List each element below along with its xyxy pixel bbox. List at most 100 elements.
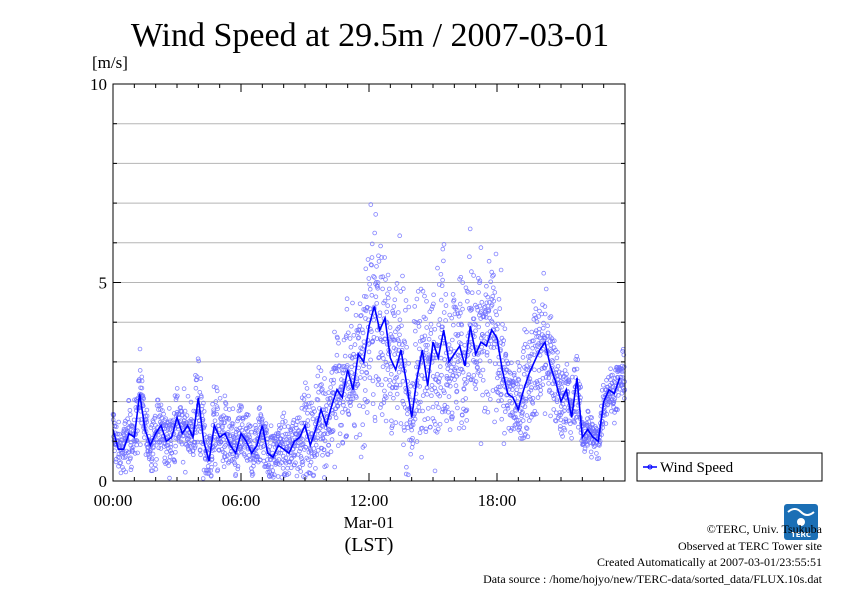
scatter-point xyxy=(266,464,271,470)
footer-copyright: ©TERC, Univ. Tsukuba xyxy=(707,522,823,536)
scatter-point xyxy=(115,431,120,437)
scatter-point xyxy=(541,320,546,326)
scatter-point xyxy=(161,411,166,417)
scatter-point xyxy=(263,421,269,426)
scatter-point xyxy=(547,315,553,321)
scatter-point xyxy=(379,382,385,388)
scatter-point xyxy=(336,340,341,346)
scatter-point xyxy=(148,425,154,430)
scatter-point xyxy=(492,419,497,425)
scatter-point xyxy=(526,358,532,364)
scatter-point xyxy=(312,409,317,414)
scatter-point xyxy=(388,371,394,377)
scatter-point xyxy=(406,361,411,366)
scatter-point xyxy=(439,283,445,289)
scatter-point xyxy=(293,460,298,466)
scatter-point xyxy=(383,277,388,282)
scatter-point xyxy=(332,366,338,372)
scatter-point xyxy=(306,393,311,399)
scatter-point xyxy=(456,322,461,327)
scatter-point xyxy=(586,419,592,425)
scatter-point xyxy=(585,409,591,415)
scatter-point xyxy=(298,454,304,459)
scatter-point xyxy=(382,336,388,342)
scatter-point xyxy=(241,415,246,421)
scatter-point xyxy=(529,385,534,390)
scatter-point xyxy=(398,289,404,294)
scatter-point xyxy=(396,341,402,347)
scatter-point xyxy=(298,469,304,474)
scatter-point xyxy=(532,367,537,373)
scatter-point xyxy=(305,423,311,428)
scatter-point xyxy=(468,308,473,313)
scatter-point xyxy=(375,285,381,291)
scatter-point xyxy=(111,412,117,417)
scatter-point xyxy=(139,385,145,391)
scatter-point xyxy=(531,338,536,344)
scatter-point xyxy=(576,409,582,414)
scatter-point xyxy=(226,417,232,422)
scatter-point xyxy=(416,324,422,329)
scatter-point xyxy=(315,397,321,403)
scatter-point xyxy=(564,361,570,367)
scatter-point xyxy=(574,409,579,415)
scatter-point xyxy=(276,450,281,456)
scatter-point xyxy=(574,366,580,372)
scatter-point xyxy=(232,439,238,445)
scatter-point xyxy=(158,402,164,408)
scatter-point xyxy=(439,327,445,333)
scatter-point xyxy=(350,300,355,306)
scatter-point xyxy=(378,243,383,249)
scatter-point xyxy=(494,312,499,318)
scatter-point xyxy=(492,290,498,295)
scatter-point xyxy=(154,457,159,462)
scatter-point xyxy=(270,474,276,480)
scatter-point xyxy=(367,306,373,312)
scatter-point xyxy=(165,427,171,433)
scatter-point xyxy=(248,423,253,429)
scatter-point xyxy=(381,356,386,361)
scatter-point xyxy=(550,338,555,344)
scatter-point xyxy=(303,404,309,410)
scatter-point xyxy=(522,341,528,347)
scatter-point xyxy=(358,313,364,318)
y-axis-label: [m/s] xyxy=(92,53,128,72)
scatter-point xyxy=(339,377,344,382)
scatter-point xyxy=(383,395,389,400)
scatter-point xyxy=(527,339,532,345)
scatter-point xyxy=(380,286,385,292)
scatter-point xyxy=(615,393,621,398)
scatter-point xyxy=(344,363,350,368)
scatter-point xyxy=(347,336,353,341)
scatter-point xyxy=(424,325,430,330)
scatter-point xyxy=(311,406,316,411)
scatter-point xyxy=(359,369,365,375)
scatter-point xyxy=(379,255,384,260)
scatter-point xyxy=(383,359,389,365)
scatter-point xyxy=(386,286,392,292)
scatter-point xyxy=(573,375,578,380)
scatter-point xyxy=(206,467,212,473)
scatter-point xyxy=(490,285,496,291)
scatter-point xyxy=(369,255,375,260)
scatter-point xyxy=(467,254,472,260)
scatter-point xyxy=(125,425,131,431)
scatter-point xyxy=(490,273,495,279)
scatter-point xyxy=(282,473,288,478)
scatter-point xyxy=(417,318,423,324)
scatter-point xyxy=(217,395,223,401)
scatter-point xyxy=(130,423,136,429)
legend-label-wind-speed: Wind Speed xyxy=(660,460,734,476)
scatter-point xyxy=(612,396,618,401)
scatter-point xyxy=(337,431,343,437)
scatter-point xyxy=(454,388,460,394)
scatter-point xyxy=(167,406,172,411)
scatter-point xyxy=(378,274,384,280)
scatter-point xyxy=(351,332,357,338)
scatter-point xyxy=(370,378,376,384)
scatter-point xyxy=(335,443,341,448)
scatter-point xyxy=(537,308,542,314)
scatter-point xyxy=(352,342,358,347)
scatter-point xyxy=(311,446,317,451)
scatter-point xyxy=(436,379,442,385)
